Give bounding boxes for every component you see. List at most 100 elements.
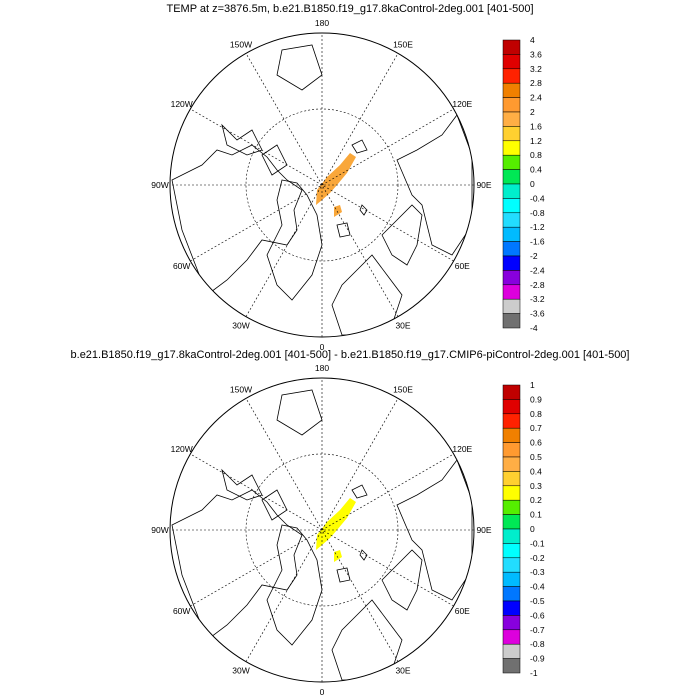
coastline (266, 179, 323, 301)
coastline (351, 484, 368, 499)
panel-1-title: TEMP at z=3876.5m, b.e21.B1850.f19_g17.8… (166, 3, 534, 15)
colorbar-label: -0.8 (530, 639, 545, 649)
polar-map-1: 180 150E 120E 90E 60E 30E 0 30W 60W 90W 120W 150W (151, 18, 492, 352)
colorbar-label: 0.7 (530, 423, 542, 433)
colorbar-box (502, 413, 521, 429)
coastline (276, 44, 323, 91)
colorbar-box (502, 399, 521, 415)
coastline (261, 144, 288, 176)
colorbar-1: 4 3.6 3.2 2.8 2.4 2 1.6 1.2 0.8 0.4 0 -0.4 -0.8 -1.2 -… (502, 35, 545, 333)
longitude-label: 150W (230, 385, 252, 395)
longitude-label: 0 (320, 342, 325, 352)
colorbar-label: -2.4 (530, 265, 545, 275)
colorbar-label: -1.6 (530, 237, 545, 247)
colorbar-2: 1 0.9 0.8 0.7 0.6 0.5 0.4 0.3 0.2 0.1 0 -0.1 -0.2 -0.… (502, 380, 545, 678)
colorbar-box (502, 270, 521, 286)
coastline (221, 123, 263, 156)
colorbar-box (502, 557, 521, 573)
coastline (336, 567, 351, 583)
colorbar-label: -2.8 (530, 280, 545, 290)
panel-2-title: b.e21.B1850.f19_g17.8kaControl-2deg.001 … (70, 349, 630, 361)
colorbar-box (502, 600, 521, 616)
meridian (190, 108, 454, 262)
colorbar-box (502, 140, 521, 156)
colorbar-label: 0.5 (530, 452, 542, 462)
colorbar-label: 3.2 (530, 64, 542, 74)
colorbar-box (502, 54, 521, 70)
colorbar-label: 0.1 (530, 510, 542, 520)
longitude-label: 30W (232, 665, 249, 675)
colorbar-label: -0.9 (530, 654, 545, 664)
longitude-label: 150E (393, 385, 413, 395)
colorbar-label: 0.2 (530, 495, 542, 505)
longitude-label: 30E (395, 665, 410, 675)
colorbar-label: 0 (530, 179, 535, 189)
coastline (381, 549, 423, 611)
colorbar-label: -1 (530, 668, 538, 678)
colorbar-box (502, 82, 521, 98)
colorbar-box (502, 442, 521, 458)
coastline (331, 254, 403, 336)
colorbar-label: 1.6 (530, 121, 542, 131)
coastline (266, 524, 323, 646)
longitude-label: 30W (232, 320, 249, 330)
coastline (359, 549, 368, 561)
colorbar-label: 4 (530, 35, 535, 45)
longitude-label: 120E (452, 99, 472, 109)
colorbar-label: -1.2 (530, 222, 545, 232)
colorbar-label: 0.6 (530, 438, 542, 448)
longitude-label: 120E (452, 444, 472, 454)
colorbar-label: 2.4 (530, 93, 542, 103)
coastline (261, 489, 288, 521)
colorbar-box (502, 629, 521, 645)
colorbar-label: 0.4 (530, 466, 542, 476)
map-boundary (169, 377, 475, 683)
coastline (171, 144, 303, 296)
colorbar-label: 2.8 (530, 78, 542, 88)
colorbar-box (502, 154, 521, 170)
coastline (171, 489, 303, 641)
colorbar-box (502, 255, 521, 271)
colorbar-box (502, 571, 521, 587)
longitude-label: 180 (315, 18, 329, 28)
longitude-label: 90W (151, 525, 168, 535)
longitude-label: 150E (393, 40, 413, 50)
colorbar-box (502, 514, 521, 530)
coastline (336, 222, 351, 238)
coastline (221, 468, 263, 501)
colorbar-box (502, 499, 521, 515)
colorbar-label: 0.4 (530, 165, 542, 175)
coastline (381, 204, 423, 266)
colorbar-box (502, 183, 521, 199)
colorbar-label: -0.3 (530, 567, 545, 577)
colorbar-box (502, 39, 521, 55)
colorbar-box (502, 212, 521, 228)
colorbar-label: -0.1 (530, 538, 545, 548)
colorbar-label: 0.8 (530, 409, 542, 419)
coastline (351, 139, 368, 154)
colorbar-box (502, 543, 521, 559)
colorbar-box (502, 313, 521, 329)
colorbar-box (502, 111, 521, 127)
longitude-label: 60E (455, 261, 470, 271)
colorbar-label: -3.6 (530, 309, 545, 319)
colorbar-label: -2 (530, 251, 538, 261)
colorbar-label: 0.8 (530, 150, 542, 160)
colorbar-label: -0.7 (530, 625, 545, 635)
longitude-label: 30E (395, 320, 410, 330)
polar-map-2: 180 150E 120E 90E 60E 30E 0 30W 60W 90W 120W 150W (151, 363, 492, 697)
colorbar-box (502, 298, 521, 314)
colorbar-box (502, 586, 521, 602)
longitude-label: 90E (476, 180, 491, 190)
colorbar-box (502, 485, 521, 501)
longitude-label: 120W (171, 444, 193, 454)
colorbar-label: 0.9 (530, 394, 542, 404)
meridian (190, 453, 454, 607)
colorbar-box (502, 456, 521, 472)
colorbar-box (502, 528, 521, 544)
colorbar-label: 0.3 (530, 481, 542, 491)
map-boundary (169, 32, 475, 338)
colorbar-box (502, 615, 521, 631)
